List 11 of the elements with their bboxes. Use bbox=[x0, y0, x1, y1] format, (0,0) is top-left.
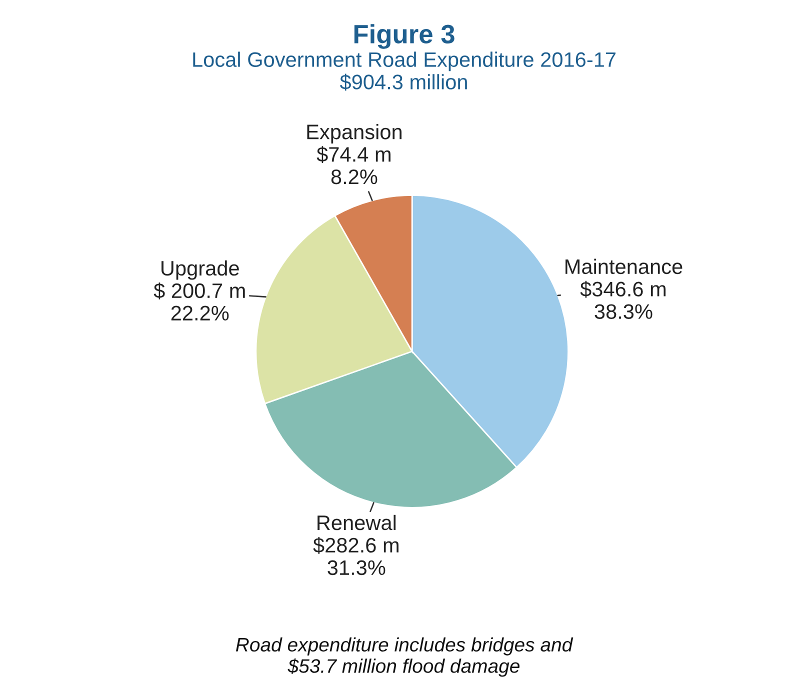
slice-label: Renewal bbox=[318, 514, 396, 530]
slice-label: Maintenance bbox=[566, 258, 682, 274]
chart-subtitle: Local Government Road Expenditure 2016-17 $904.3 million bbox=[193, 52, 616, 91]
slice-label: Upgrade bbox=[162, 260, 239, 280]
data-label: $346.6 m 38.3% bbox=[580, 280, 666, 319]
chart-title: Figure 3 bbox=[354, 24, 454, 49]
data-label: $282.6 m 31.3% bbox=[313, 536, 398, 576]
slice-label: Expansion bbox=[307, 124, 402, 144]
text: Road expenditure includes bridges and $53.7 million flood damage bbox=[236, 637, 574, 677]
data-label: $74.4 m 8.2% bbox=[316, 146, 390, 184]
data-label: $ 200.7 m 22.2% bbox=[154, 282, 245, 320]
